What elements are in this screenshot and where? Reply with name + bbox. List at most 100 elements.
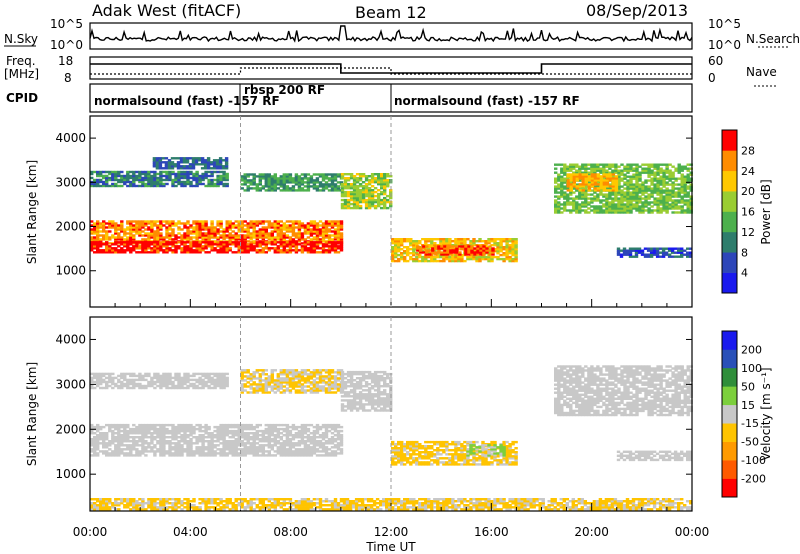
power-cell bbox=[662, 173, 666, 176]
power-cell bbox=[120, 230, 124, 233]
velocity-cell bbox=[240, 427, 244, 431]
power-cell bbox=[195, 247, 199, 250]
power-cell bbox=[228, 226, 232, 229]
power-cell bbox=[180, 249, 184, 252]
velocity-cell bbox=[210, 432, 214, 435]
power-cell bbox=[454, 244, 458, 247]
power-cell bbox=[647, 169, 651, 172]
power-cell bbox=[312, 232, 317, 235]
power-cell bbox=[650, 205, 654, 208]
velocity-cell bbox=[264, 436, 269, 439]
power-cell bbox=[433, 242, 437, 245]
power-cell bbox=[478, 257, 482, 261]
velocity-cell bbox=[243, 442, 247, 445]
velocity-cell bbox=[270, 432, 275, 435]
power-cell bbox=[662, 171, 666, 174]
velocity-cell bbox=[237, 454, 241, 457]
power-cell bbox=[279, 245, 284, 248]
power-cell bbox=[141, 226, 145, 229]
velocity-cell bbox=[267, 438, 272, 441]
power-cell bbox=[403, 255, 407, 259]
power-cell bbox=[653, 199, 657, 202]
power-cell bbox=[671, 193, 675, 196]
power-cell bbox=[198, 243, 202, 246]
velocity-cell bbox=[135, 442, 139, 445]
power-cell bbox=[664, 247, 669, 250]
power-cell bbox=[361, 194, 366, 198]
velocity-cell bbox=[129, 382, 133, 386]
power-cell bbox=[578, 211, 582, 214]
power-cell bbox=[144, 182, 148, 186]
power-cell bbox=[665, 171, 669, 174]
power-cell bbox=[638, 179, 642, 182]
power-cell bbox=[129, 222, 133, 225]
power-cell bbox=[111, 236, 115, 239]
power-cell bbox=[231, 230, 235, 233]
velocity-cell bbox=[297, 442, 302, 445]
power-cell bbox=[638, 183, 642, 186]
power-cell bbox=[569, 181, 573, 184]
power-cell bbox=[111, 247, 115, 250]
velocity-cell bbox=[126, 452, 130, 455]
velocity-cell bbox=[162, 423, 166, 427]
power-cell bbox=[276, 251, 281, 254]
velocity-cell bbox=[99, 434, 103, 437]
power-cell bbox=[201, 222, 205, 225]
power-cell bbox=[599, 171, 603, 174]
power-cell bbox=[439, 244, 443, 247]
power-cell bbox=[626, 181, 630, 184]
velocity-cell bbox=[270, 454, 275, 457]
velocity-cell bbox=[120, 444, 124, 447]
velocity-cell bbox=[174, 446, 178, 449]
velocity-cell bbox=[141, 423, 145, 427]
velocity-cell bbox=[168, 452, 172, 455]
power-cell bbox=[608, 203, 612, 206]
power-cell bbox=[377, 198, 381, 202]
power-cell bbox=[557, 163, 561, 166]
power-cell bbox=[324, 236, 329, 239]
power-cell bbox=[237, 245, 241, 248]
velocity-cell bbox=[138, 382, 142, 386]
power-cell bbox=[614, 167, 618, 170]
power-cell bbox=[355, 190, 360, 194]
power-cell bbox=[505, 253, 509, 257]
power-cell bbox=[255, 241, 260, 244]
velocity-cell bbox=[318, 427, 323, 431]
power-cell bbox=[225, 228, 229, 231]
velocity-cell bbox=[171, 452, 175, 455]
power-cell bbox=[195, 182, 199, 186]
power-cell bbox=[267, 222, 272, 225]
velocity-cell bbox=[327, 448, 332, 451]
power-cell bbox=[400, 242, 404, 245]
velocity-cell bbox=[237, 442, 241, 445]
velocity-cell bbox=[258, 450, 263, 453]
power-cell bbox=[602, 187, 607, 190]
power-cell bbox=[493, 238, 497, 241]
power-cell bbox=[599, 183, 604, 186]
power-cell bbox=[318, 234, 323, 237]
power-cell bbox=[294, 251, 299, 254]
velocity-cell bbox=[222, 425, 226, 429]
power-cell bbox=[276, 179, 281, 182]
velocity-cell bbox=[132, 374, 136, 378]
power-cell bbox=[433, 238, 437, 241]
velocity-cell bbox=[123, 427, 127, 431]
power-cell bbox=[361, 190, 366, 194]
power-cell bbox=[237, 230, 241, 233]
power-cell bbox=[340, 202, 345, 206]
power-cell bbox=[508, 244, 512, 247]
power-cell bbox=[355, 181, 360, 184]
power-cell bbox=[391, 253, 395, 257]
power-cell bbox=[170, 165, 175, 168]
power-cell bbox=[215, 167, 220, 170]
velocity-cell bbox=[291, 423, 296, 427]
velocity-cell bbox=[234, 434, 238, 437]
power-cell bbox=[383, 187, 387, 190]
power-cell bbox=[213, 228, 217, 231]
power-cell bbox=[186, 170, 190, 174]
power-cell bbox=[237, 222, 241, 225]
velocity-cell bbox=[144, 446, 148, 449]
power-cell bbox=[482, 245, 486, 248]
velocity-cell bbox=[216, 434, 220, 437]
power-cell bbox=[638, 185, 642, 188]
